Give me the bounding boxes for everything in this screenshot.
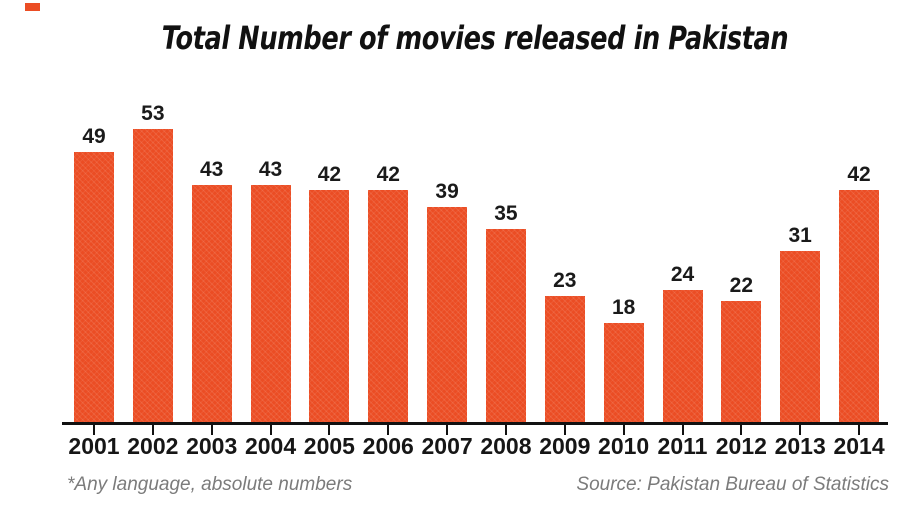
x-axis-label-2013: 2013 [774,433,826,459]
x-tick-2009 [563,425,566,435]
bar-2007 [427,207,468,423]
bar-2010 [603,323,644,423]
x-tick-2010 [622,425,625,435]
x-tick-2001 [93,425,95,435]
x-axis-label-2014: 2014 [833,433,885,459]
x-axis-label-2011: 2011 [657,433,708,459]
value-label-2005: 42 [317,163,342,186]
value-label-2006: 42 [376,163,400,186]
x-axis-label-2007: 2007 [421,433,473,459]
x-tick-2008 [504,425,507,435]
bar-2014 [839,190,880,423]
value-label-2008: 35 [494,202,518,225]
value-label-2009: 23 [553,269,577,292]
value-label-2002: 53 [141,102,165,125]
value-label-2011: 24 [670,263,695,286]
bar-2013 [780,251,821,423]
x-axis-label-2009: 2009 [539,433,591,459]
value-label-2001: 49 [82,125,106,148]
bar-2001 [74,152,114,423]
value-label-2003: 43 [200,158,224,181]
x-tick-2007 [446,425,449,435]
x-tick-2006 [387,425,390,435]
x-tick-2011 [681,425,684,435]
value-label-2014: 42 [847,163,871,186]
bar-2006 [368,190,409,423]
bar-2002 [132,129,173,423]
x-axis-line [62,422,888,425]
x-tick-2003 [210,425,213,435]
x-axis-label-2005: 2005 [303,433,355,459]
footnote: *Any language, absolute numbers [67,474,353,495]
top-left-accent-dash [25,3,40,11]
x-axis-label-2002: 2002 [127,433,179,459]
x-axis-label-2006: 2006 [362,433,414,459]
bar-2004 [250,185,291,423]
x-axis-label-2010: 2010 [598,433,650,459]
x-axis-label-2008: 2008 [480,433,532,459]
value-label-2004: 43 [258,158,283,181]
chart-title: Total Number of movies released in Pakis… [161,19,789,57]
value-label-2007: 39 [435,180,459,203]
bar-2012 [721,301,762,423]
x-tick-2012 [740,425,743,435]
source-credit: Source: Pakistan Bureau of Statistics [576,474,889,495]
x-axis-label-2004: 2004 [244,433,297,459]
value-label-2012: 22 [729,274,754,297]
bar-2005 [309,190,350,423]
x-tick-2005 [328,425,331,435]
bar-2003 [191,185,232,423]
x-axis-label-2001: 2001 [68,433,120,459]
bar-2011 [662,290,703,423]
bar-2008 [485,229,526,423]
x-tick-2004 [269,425,272,435]
x-tick-2013 [799,425,802,435]
bar-2009 [544,296,585,423]
x-tick-2002 [151,425,154,435]
x-axis-label-2003: 2003 [186,433,238,459]
value-label-2010: 18 [611,296,636,319]
value-label-2013: 31 [788,224,812,247]
x-tick-2014 [858,425,861,435]
x-axis-label-2012: 2012 [715,433,767,459]
